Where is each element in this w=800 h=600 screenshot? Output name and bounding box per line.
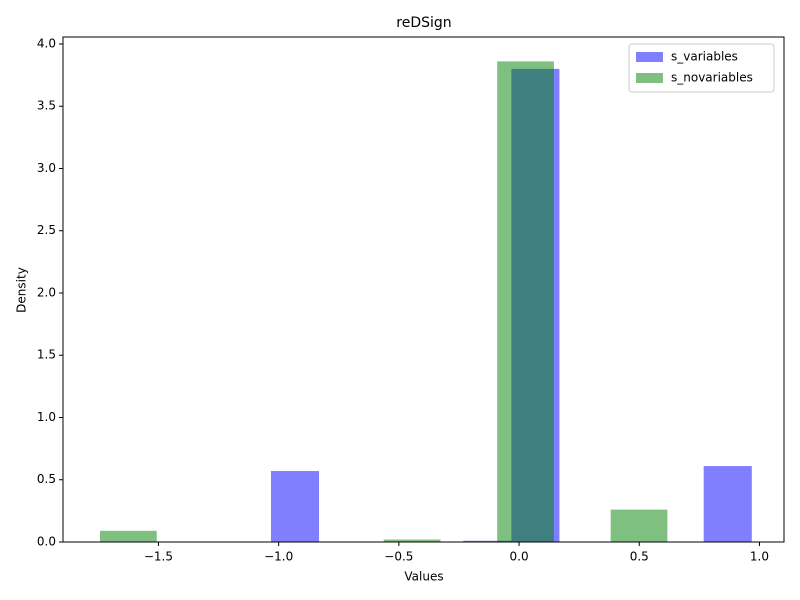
y-tick-label: 2.5: [37, 223, 56, 237]
bar: [100, 530, 157, 542]
x-tick-label: −1.5: [144, 550, 173, 564]
y-tick-label: 4.0: [37, 36, 56, 50]
y-tick-label: 3.0: [37, 161, 56, 175]
x-tick-label: 0.5: [630, 550, 649, 564]
bar: [383, 539, 441, 542]
y-axis-label: Density: [15, 267, 29, 313]
y-tick-label: 0.0: [37, 535, 56, 549]
x-tick-label: 1.0: [750, 550, 769, 564]
bar: [610, 509, 668, 542]
y-tick-label: 0.5: [37, 472, 56, 486]
y-tick-label: 3.5: [37, 99, 56, 113]
x-tick-label: −0.5: [384, 550, 413, 564]
x-tick-label: 0.0: [510, 550, 529, 564]
bar: [270, 471, 320, 542]
y-tick-label: 2.0: [37, 285, 56, 299]
bar: [703, 466, 752, 542]
legend-box: [628, 43, 775, 93]
legend-label: s_novariables: [671, 71, 753, 85]
legend-label: s_variables: [671, 50, 738, 64]
plot-frame: [62, 36, 785, 543]
x-tick-label: −1.0: [264, 550, 293, 564]
bar: [463, 540, 512, 542]
chart-title: reDSign: [396, 15, 451, 31]
bar: [497, 61, 554, 543]
y-tick-label: 1.5: [37, 348, 56, 362]
y-tick-label: 1.0: [37, 410, 56, 424]
legend-swatch: [636, 73, 663, 83]
x-axis-label: Values: [404, 570, 443, 584]
legend-swatch: [636, 52, 663, 62]
